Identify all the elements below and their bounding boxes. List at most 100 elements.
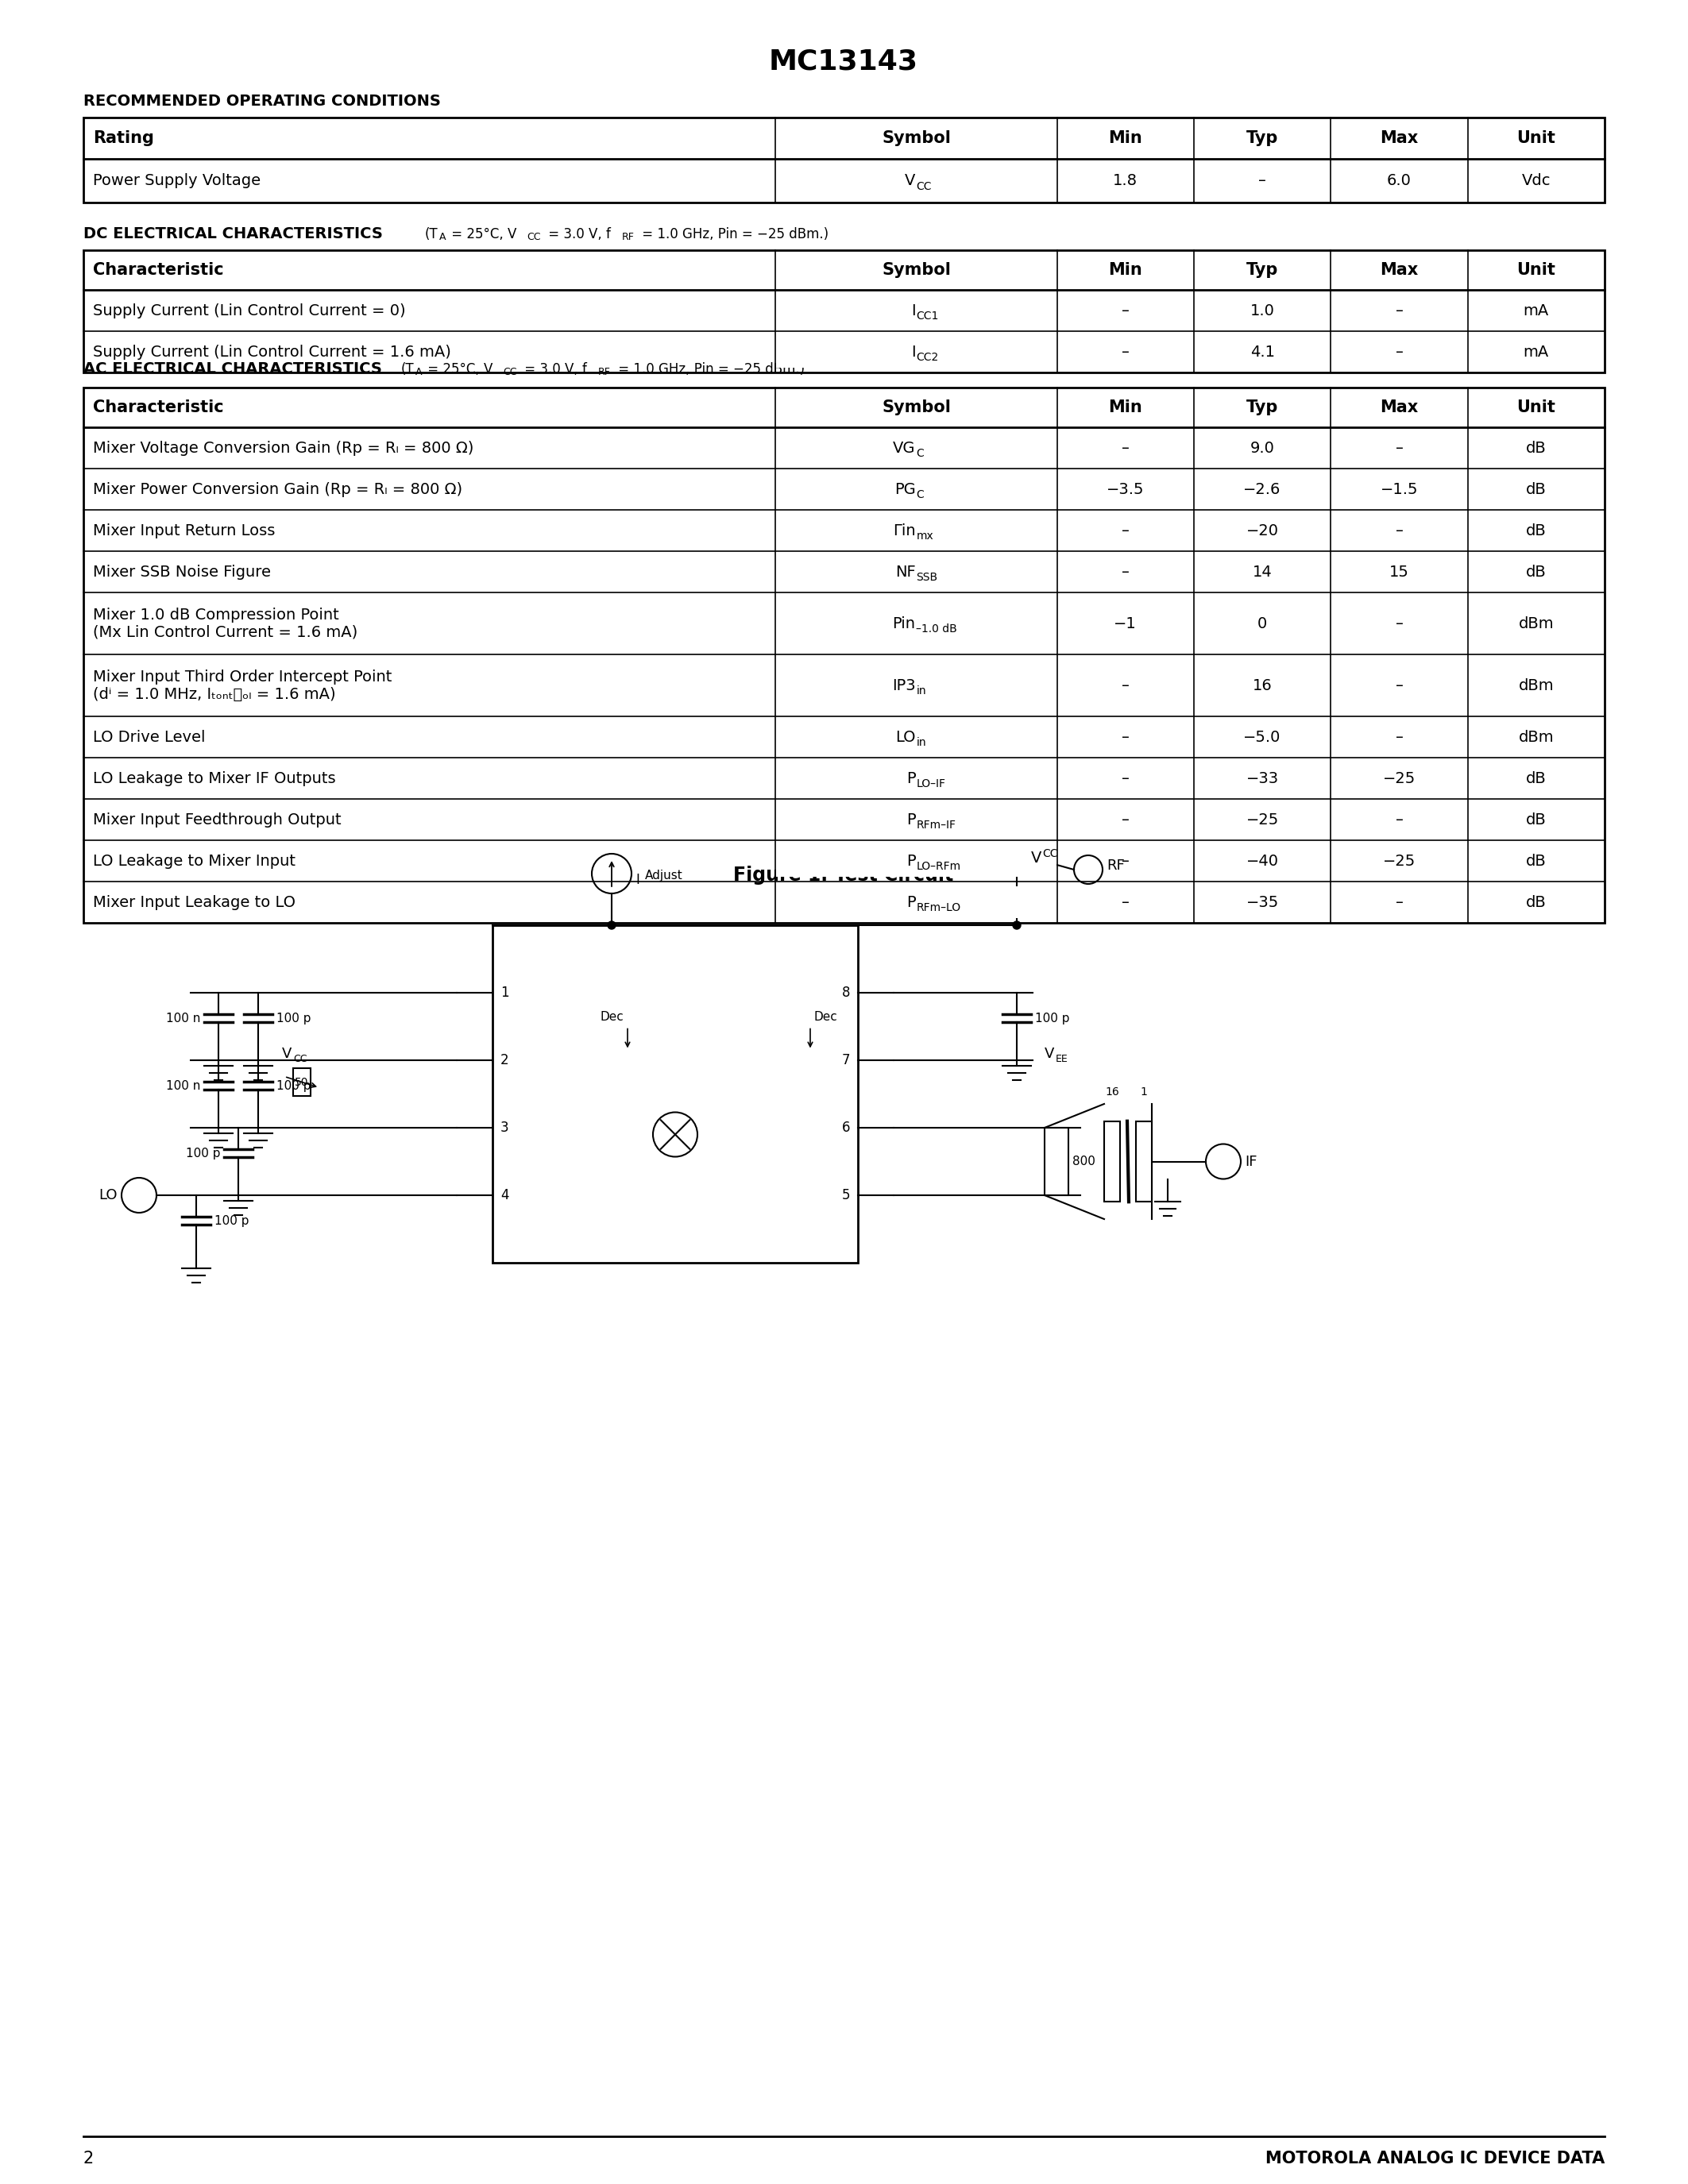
Bar — [776, 845, 1057, 876]
Text: −25: −25 — [1382, 854, 1416, 869]
Text: dB: dB — [1526, 895, 1546, 911]
Text: RFm–IF: RFm–IF — [917, 819, 955, 830]
Text: I: I — [635, 874, 640, 887]
Text: Mixer SSB Noise Figure: Mixer SSB Noise Figure — [93, 563, 270, 579]
Text: P: P — [906, 854, 915, 869]
Text: LO–RFm: LO–RFm — [917, 860, 960, 871]
Text: LO–IF: LO–IF — [917, 778, 945, 788]
Text: AC ELECTRICAL CHARACTERISTICS: AC ELECTRICAL CHARACTERISTICS — [83, 360, 381, 376]
Text: V: V — [905, 173, 915, 188]
Text: Mixer Input Leakage to LO: Mixer Input Leakage to LO — [93, 895, 295, 911]
Text: CC: CC — [527, 232, 540, 242]
Text: LO: LO — [895, 729, 915, 745]
Text: –: – — [1121, 522, 1129, 537]
Text: dBm: dBm — [1519, 677, 1555, 692]
Text: –: – — [1121, 771, 1129, 786]
Text: RF: RF — [1107, 858, 1124, 874]
Text: Typ: Typ — [1246, 262, 1278, 277]
Text: P_LOIF: P_LOIF — [891, 771, 942, 786]
Text: 1: 1 — [500, 985, 508, 1000]
Text: V: V — [1031, 850, 1041, 865]
Text: –: – — [1121, 812, 1129, 828]
Text: −3.5: −3.5 — [1107, 483, 1144, 496]
Text: (T: (T — [402, 363, 414, 376]
Text: Rating: Rating — [93, 131, 154, 146]
Text: = 25°C, V: = 25°C, V — [447, 227, 517, 242]
Bar — [776, 557, 1057, 587]
Text: IF: IF — [1244, 1155, 1258, 1168]
Text: = 1.0 GHz, Pin = −25 dBm.): = 1.0 GHz, Pin = −25 dBm.) — [614, 363, 805, 376]
Text: −5.0: −5.0 — [1244, 729, 1281, 745]
Text: Characteristic: Characteristic — [93, 400, 225, 415]
Text: –: – — [1121, 304, 1129, 319]
Text: Unit: Unit — [1518, 400, 1556, 415]
Text: RFm–LO: RFm–LO — [917, 902, 960, 913]
Text: CC: CC — [294, 1053, 307, 1064]
Text: V: V — [282, 1046, 292, 1061]
Text: –: – — [1396, 616, 1403, 631]
Text: Min: Min — [1109, 400, 1143, 415]
Text: RF: RF — [598, 367, 611, 378]
Text: Min: Min — [1109, 262, 1143, 277]
Text: Symbol: Symbol — [881, 400, 950, 415]
Text: –: – — [1396, 729, 1403, 745]
Text: P_LORFm: P_LORFm — [879, 854, 952, 869]
Bar — [1045, 1127, 1069, 1195]
Text: 7: 7 — [842, 1053, 851, 1068]
Text: IP3: IP3 — [891, 677, 915, 692]
Text: VG: VG — [893, 441, 915, 456]
Text: Pin: Pin — [893, 616, 915, 631]
Text: −35: −35 — [1246, 895, 1280, 911]
Text: −1.5: −1.5 — [1381, 483, 1418, 496]
Bar — [1104, 1120, 1121, 1201]
Text: −20: −20 — [1246, 522, 1278, 537]
Text: Dec: Dec — [599, 1011, 623, 1022]
Text: Dec: Dec — [814, 1011, 837, 1022]
Bar — [83, 251, 1605, 373]
Text: 50: 50 — [295, 1077, 309, 1088]
Bar — [776, 515, 1057, 546]
Text: Mixer Input Feedthrough Output: Mixer Input Feedthrough Output — [93, 812, 341, 828]
Bar — [83, 387, 1605, 924]
Text: −33: −33 — [1246, 771, 1280, 786]
Text: I: I — [912, 304, 915, 319]
Text: = 1.0 GHz, Pin = −25 dBm.): = 1.0 GHz, Pin = −25 dBm.) — [638, 227, 829, 242]
Text: RECOMMENDED OPERATING CONDITIONS: RECOMMENDED OPERATING CONDITIONS — [83, 94, 441, 109]
Bar — [83, 118, 1605, 203]
Text: –: – — [1121, 563, 1129, 579]
Text: –: – — [1121, 345, 1129, 360]
Text: –: – — [1396, 812, 1403, 828]
Text: P_RFmLO: P_RFmLO — [879, 895, 952, 911]
Bar — [776, 432, 1057, 463]
Text: P: P — [906, 812, 915, 828]
Text: (T: (T — [425, 227, 439, 242]
Text: Adjust: Adjust — [645, 869, 684, 880]
Text: Unit: Unit — [1518, 262, 1556, 277]
Text: 15: 15 — [1389, 563, 1409, 579]
Text: 100 p: 100 p — [214, 1214, 250, 1227]
Text: mA: mA — [1523, 304, 1550, 319]
Text: dB: dB — [1526, 812, 1546, 828]
Text: 4: 4 — [500, 1188, 508, 1203]
Text: 16: 16 — [1106, 1085, 1119, 1099]
Text: NF: NF — [895, 563, 915, 579]
Text: Supply Current (Lin Control Current = 0): Supply Current (Lin Control Current = 0) — [93, 304, 405, 319]
Bar — [776, 607, 1057, 640]
Text: P_RFmIF: P_RFmIF — [885, 812, 949, 828]
Text: 5: 5 — [842, 1188, 851, 1203]
Text: Symbol: Symbol — [881, 131, 950, 146]
Text: 100 p: 100 p — [277, 1011, 311, 1024]
Bar — [776, 804, 1057, 836]
Text: –: – — [1121, 441, 1129, 456]
Text: 0: 0 — [1258, 616, 1268, 631]
Text: –: – — [1121, 677, 1129, 692]
Text: Figure 1. Test Circuit: Figure 1. Test Circuit — [734, 865, 954, 885]
Text: 8: 8 — [842, 985, 851, 1000]
Text: –: – — [1396, 441, 1403, 456]
Text: NF_SSB: NF_SSB — [886, 563, 945, 579]
Text: −2.6: −2.6 — [1244, 483, 1281, 496]
Text: dB: dB — [1526, 563, 1546, 579]
Text: LO_in: LO_in — [895, 729, 937, 745]
Bar — [294, 1068, 311, 1096]
Text: = 3.0 V, f: = 3.0 V, f — [520, 363, 587, 376]
